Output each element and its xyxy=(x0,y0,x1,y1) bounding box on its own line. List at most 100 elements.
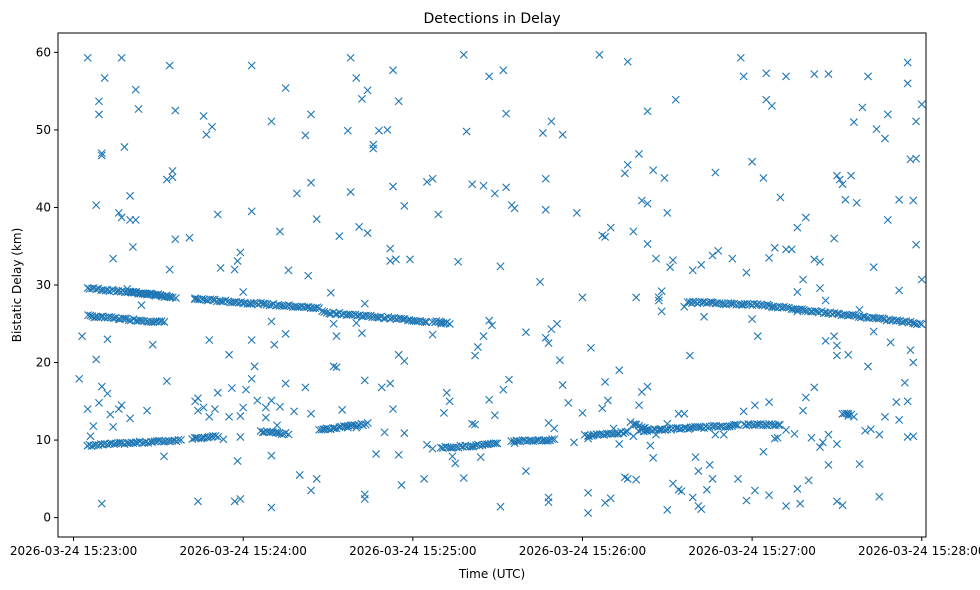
data-point xyxy=(832,171,841,180)
data-point xyxy=(743,299,752,308)
data-point xyxy=(824,430,833,439)
data-point xyxy=(858,103,867,112)
data-point xyxy=(646,441,655,450)
data-point xyxy=(697,505,706,514)
data-point xyxy=(818,438,827,447)
data-point xyxy=(635,401,644,410)
data-point xyxy=(906,155,915,164)
data-point xyxy=(485,395,494,404)
data-point xyxy=(318,307,327,316)
data-point xyxy=(261,413,270,422)
data-point xyxy=(824,460,833,469)
data-point xyxy=(352,319,361,327)
data-point xyxy=(770,434,779,443)
data-point xyxy=(221,296,230,305)
data-point xyxy=(586,343,595,352)
data-point xyxy=(657,287,666,296)
data-point xyxy=(247,374,256,383)
data-point xyxy=(598,404,607,413)
data-point xyxy=(815,443,824,452)
x-tick-label: 2026-03-24 15:23:00 xyxy=(10,544,137,558)
data-point xyxy=(832,341,841,350)
data-point xyxy=(832,351,841,360)
data-point xyxy=(861,426,870,435)
data-point xyxy=(468,180,477,189)
data-point xyxy=(886,338,895,347)
x-tick-label: 2026-03-24 15:25:00 xyxy=(349,544,476,558)
data-point xyxy=(160,452,169,461)
data-point xyxy=(193,497,202,506)
data-point xyxy=(697,423,706,432)
data-point xyxy=(852,311,861,320)
data-point xyxy=(613,429,622,438)
data-point xyxy=(236,432,245,441)
data-point xyxy=(815,257,824,266)
data-point xyxy=(578,408,587,417)
data-point xyxy=(793,484,802,493)
data-point xyxy=(651,254,660,263)
data-point xyxy=(360,299,369,308)
data-point xyxy=(475,441,484,450)
data-point xyxy=(249,299,258,308)
data-point xyxy=(776,193,785,202)
data-point xyxy=(95,110,103,119)
data-point xyxy=(790,429,799,438)
data-point xyxy=(654,296,663,305)
data-point xyxy=(239,287,248,296)
data-point xyxy=(654,425,663,434)
data-point xyxy=(360,376,369,385)
data-point xyxy=(835,175,844,184)
data-point xyxy=(736,53,745,62)
data-point xyxy=(219,435,228,444)
data-point xyxy=(397,314,406,323)
data-point xyxy=(541,333,550,342)
data-point xyxy=(267,317,276,326)
data-point xyxy=(352,423,361,432)
data-point xyxy=(799,406,807,415)
data-point xyxy=(496,262,505,271)
data-point xyxy=(89,422,98,431)
data-point xyxy=(143,406,152,415)
data-point xyxy=(400,429,409,438)
data-point xyxy=(128,243,137,251)
data-point xyxy=(176,435,185,444)
data-point xyxy=(247,207,256,216)
data-point xyxy=(261,403,270,412)
data-point xyxy=(363,229,372,238)
data-point xyxy=(762,69,771,78)
data-point xyxy=(162,175,171,184)
data-point xyxy=(97,382,106,391)
data-point xyxy=(680,409,689,418)
data-point xyxy=(705,460,714,469)
data-point xyxy=(731,420,740,429)
data-point xyxy=(510,439,519,448)
data-point xyxy=(422,440,431,449)
data-point xyxy=(909,432,918,441)
data-point xyxy=(584,434,593,443)
data-point xyxy=(451,459,460,468)
data-point xyxy=(649,166,658,175)
data-point xyxy=(558,130,567,139)
data-point xyxy=(240,298,249,307)
data-point xyxy=(832,439,841,448)
data-point xyxy=(295,470,304,479)
data-point xyxy=(739,72,748,81)
data-point xyxy=(301,383,310,392)
data-point xyxy=(95,97,103,106)
data-point xyxy=(389,405,398,414)
data-point xyxy=(267,451,276,460)
data-point xyxy=(782,245,791,254)
data-point xyxy=(623,474,632,483)
data-point xyxy=(875,492,884,501)
data-point xyxy=(903,79,912,88)
x-tick-label: 2026-03-24 15:24:00 xyxy=(179,544,306,558)
data-point xyxy=(124,316,133,325)
data-point xyxy=(548,435,557,444)
data-point xyxy=(855,460,864,469)
data-point xyxy=(103,335,112,344)
data-point xyxy=(844,410,853,418)
data-point xyxy=(335,232,344,241)
data-point xyxy=(321,425,330,434)
data-point xyxy=(629,432,638,441)
